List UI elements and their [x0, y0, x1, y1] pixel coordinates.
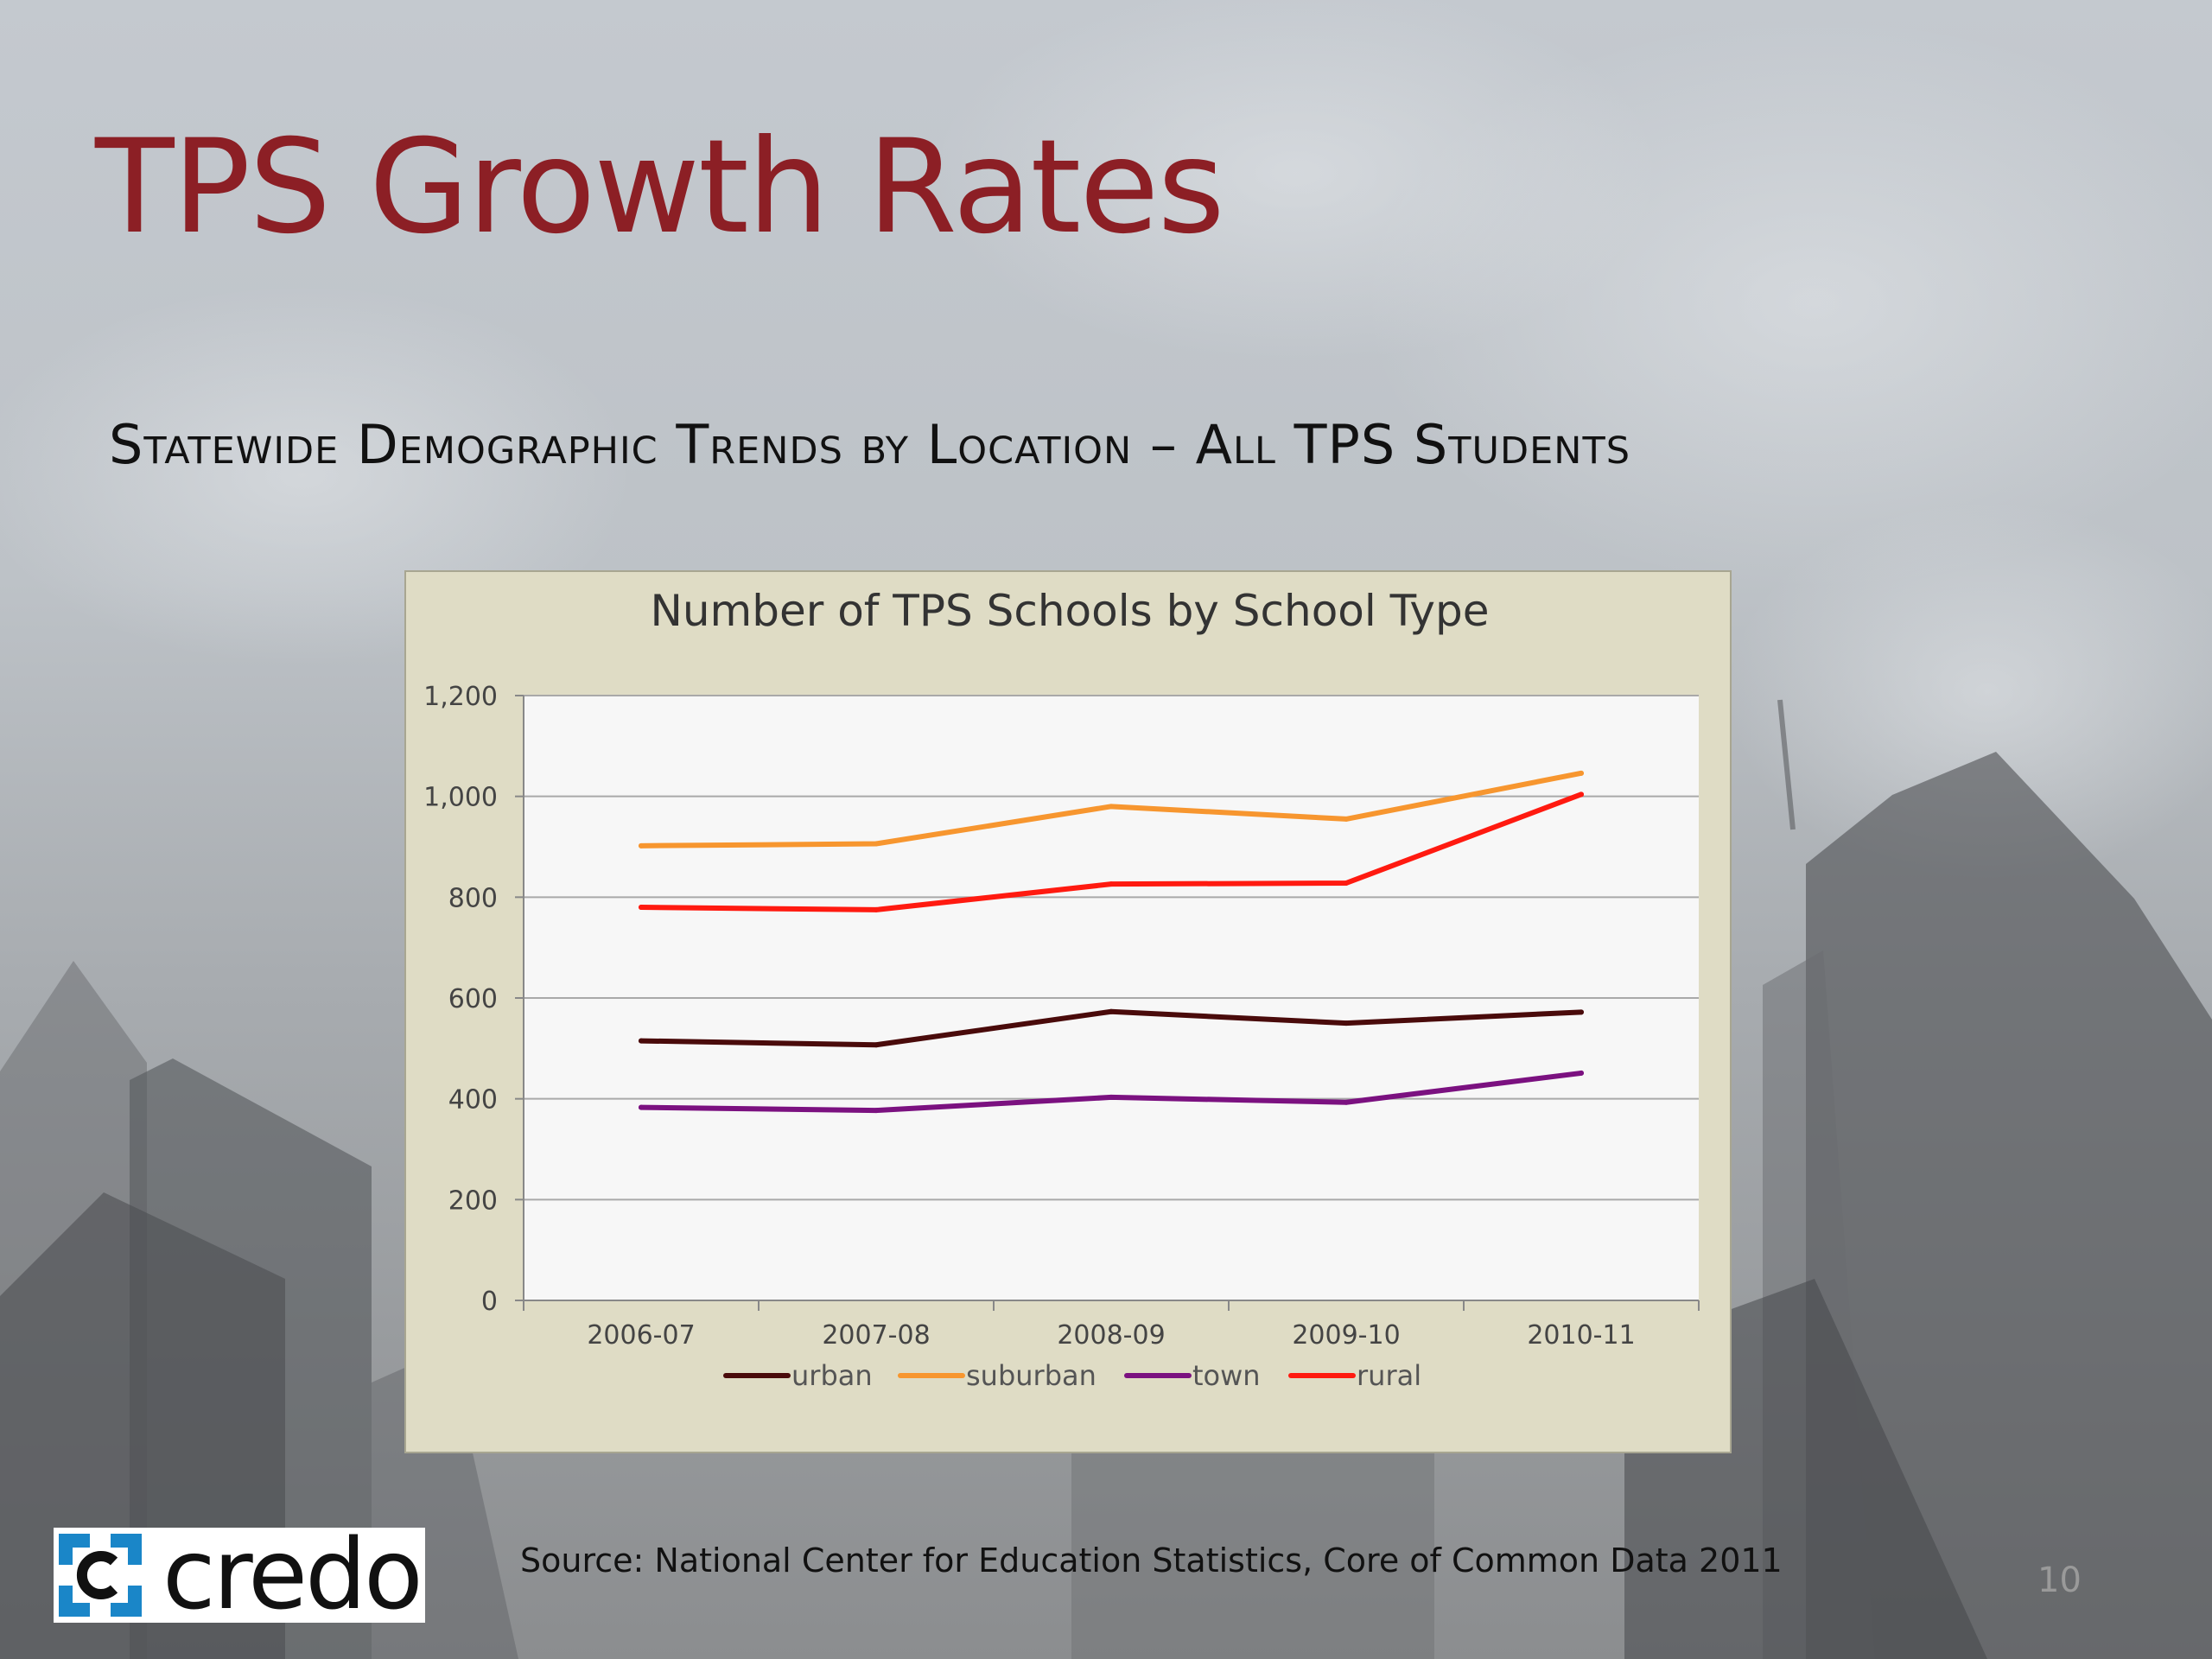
y-tick-label: 800	[448, 883, 498, 913]
data-point-suburban	[1579, 770, 1584, 776]
data-point-urban	[1579, 1009, 1584, 1015]
data-point-rural	[1344, 880, 1349, 886]
y-tick-label: 200	[448, 1185, 498, 1216]
data-point-rural	[639, 905, 644, 910]
data-point-suburban	[639, 842, 644, 849]
y-tick-label: 0	[481, 1287, 498, 1317]
data-point-town	[1109, 1094, 1114, 1100]
credo-bracket-c-logo-icon	[59, 1534, 142, 1617]
data-point-urban	[1344, 1020, 1349, 1027]
data-point-rural	[1109, 881, 1114, 887]
data-point-town	[639, 1104, 644, 1110]
x-tick-label: 2006-07	[587, 1320, 695, 1351]
data-point-rural	[1579, 791, 1584, 798]
data-point-urban	[1109, 1008, 1114, 1014]
chart-title: Number of TPS Schools by School Type	[650, 586, 1489, 636]
y-tick-label: 1,200	[423, 682, 498, 712]
logo-text: credo	[162, 1519, 423, 1631]
data-point-urban	[874, 1042, 879, 1048]
credo-logo: credo	[54, 1519, 425, 1631]
data-point-urban	[639, 1038, 644, 1044]
source-note: Source: National Center for Education St…	[520, 1541, 1783, 1580]
line-chart: Number of TPS Schools by School Type 0 20…	[423, 586, 1700, 1392]
x-tick-label: 2007-08	[822, 1320, 930, 1351]
x-tick-label: 2008-09	[1057, 1320, 1165, 1351]
x-tick-label: 2010-11	[1527, 1320, 1635, 1351]
data-point-town	[1579, 1070, 1584, 1076]
y-tick-label: 600	[448, 984, 498, 1014]
data-point-town	[1344, 1099, 1349, 1105]
legend-label-town: town	[1192, 1359, 1261, 1392]
y-tick-label: 400	[448, 1085, 498, 1116]
legend-label-suburban: suburban	[966, 1359, 1096, 1392]
data-point-suburban	[874, 841, 879, 847]
legend-label-rural: rural	[1357, 1359, 1421, 1392]
data-point-town	[874, 1108, 879, 1114]
slide-subtitle: Statewide Demographic Trends by Location…	[109, 413, 1631, 476]
data-point-suburban	[1344, 816, 1349, 822]
x-tick-label: 2009-10	[1292, 1320, 1400, 1351]
slide-title: TPS Growth Rates	[95, 112, 1225, 263]
legend-label-urban: urban	[791, 1359, 873, 1392]
data-point-rural	[874, 906, 879, 912]
y-tick-label: 1,000	[423, 783, 498, 813]
chart-container: Number of TPS Schools by School Type 0 20…	[404, 570, 1732, 1453]
page-number: 10	[2037, 1560, 2082, 1600]
data-point-suburban	[1109, 804, 1114, 810]
